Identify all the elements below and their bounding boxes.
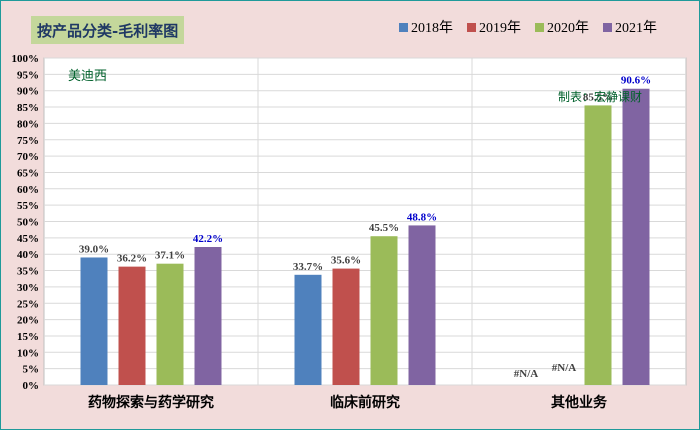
legend-item: 2020年: [535, 17, 589, 37]
bar: [370, 236, 398, 385]
bar: [156, 263, 184, 385]
y-tick-label: 25%: [17, 298, 39, 310]
data-label: 33.7%: [293, 261, 323, 273]
y-tick-label: 45%: [17, 233, 39, 245]
y-tick-label: 0%: [23, 380, 40, 392]
data-label: 36.2%: [117, 253, 147, 265]
y-tick-label: 85%: [17, 102, 39, 114]
x-category-label: 药物探索与药学研究: [88, 394, 214, 411]
y-tick-label: 90%: [17, 86, 39, 98]
chart-legend: 2018年 2019年 2020年 2021年: [399, 17, 657, 37]
y-tick-label: 75%: [17, 135, 39, 147]
legend-label: 2021年: [615, 21, 657, 36]
y-tick-label: 30%: [17, 282, 39, 294]
legend-item: 2019年: [467, 17, 521, 37]
y-tick-label: 100%: [12, 53, 40, 65]
legend-swatch: [603, 22, 612, 32]
y-tick-label: 10%: [17, 347, 39, 359]
bar: [80, 257, 108, 385]
bar: [584, 105, 612, 385]
data-label: 39.0%: [79, 243, 109, 255]
company-annotation: 美迪西: [68, 69, 107, 84]
data-label: #N/A: [552, 362, 577, 374]
data-label: 85.5%: [583, 91, 613, 103]
bar: [118, 266, 146, 385]
bar: [622, 88, 650, 385]
data-label: 90.6%: [621, 75, 651, 87]
y-tick-label: 60%: [17, 184, 39, 196]
bar: [332, 268, 360, 385]
data-label: 35.6%: [331, 255, 361, 267]
x-category-label: 临床前研究: [330, 394, 400, 411]
legend-label: 2018年: [411, 21, 453, 36]
y-tick-label: 50%: [17, 217, 39, 229]
y-tick-label: 80%: [17, 118, 39, 130]
bar: [294, 274, 322, 385]
legend-swatch: [399, 22, 408, 32]
legend-swatch: [535, 22, 544, 32]
bar: [408, 225, 436, 385]
data-label: 37.1%: [155, 250, 185, 262]
y-tick-label: 95%: [17, 69, 39, 81]
y-tick-label: 70%: [17, 151, 39, 163]
y-tick-label: 20%: [17, 315, 39, 327]
y-tick-label: 65%: [17, 167, 39, 179]
bar: [194, 247, 222, 385]
data-label: #N/A: [514, 368, 539, 380]
chart-title-box: 按产品分类-毛利率图: [31, 16, 185, 44]
y-tick-label: 40%: [17, 249, 39, 261]
y-tick-label: 15%: [17, 331, 39, 343]
y-tick-label: 35%: [17, 266, 39, 278]
chart-title: 按产品分类-毛利率图: [37, 21, 179, 40]
legend-item: 2021年: [603, 17, 657, 37]
legend-label: 2020年: [547, 21, 589, 36]
legend-label: 2019年: [479, 21, 521, 36]
y-tick-label: 55%: [17, 200, 39, 212]
legend-item: 2018年: [399, 17, 453, 37]
legend-swatch: [467, 22, 476, 32]
data-label: 42.2%: [193, 233, 223, 245]
data-label: 45.5%: [369, 222, 399, 234]
data-label: 48.8%: [407, 211, 437, 223]
watermark-annotation: 制表：宏静课财: [558, 89, 642, 104]
y-tick-label: 5%: [23, 364, 40, 376]
x-category-label: 其他业务: [551, 394, 608, 411]
